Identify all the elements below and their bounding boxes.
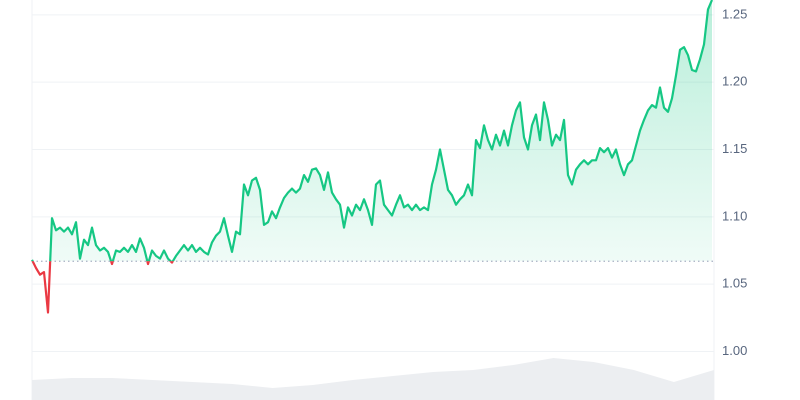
y-tick-label: 1.15 (722, 141, 747, 156)
price-line (31, 0, 714, 262)
volume-area (32, 358, 714, 400)
y-tick-label: 1.05 (722, 276, 747, 291)
y-tick-label: 1.25 (722, 6, 747, 21)
area-fill (32, 0, 712, 262)
y-tick-label: 1.00 (722, 343, 747, 358)
y-tick-label: 1.20 (722, 74, 747, 89)
y-tick-label: 1.10 (722, 208, 747, 223)
